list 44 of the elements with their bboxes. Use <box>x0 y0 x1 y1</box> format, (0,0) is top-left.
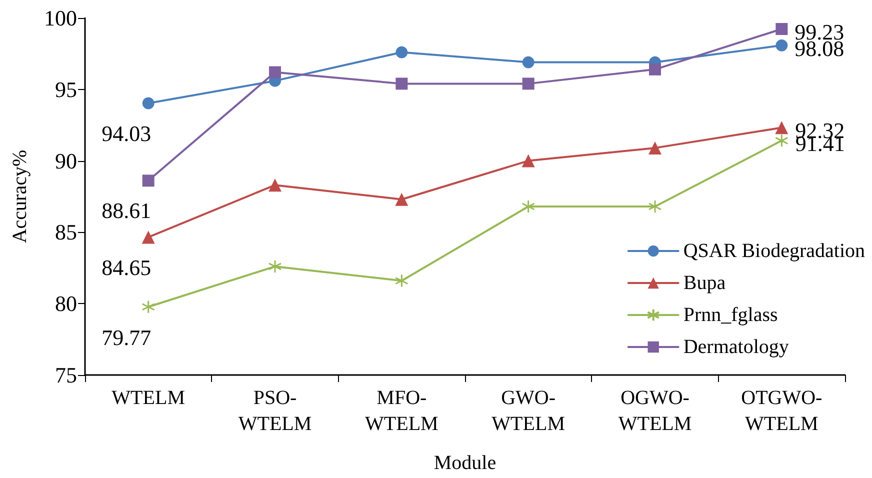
point <box>142 174 154 187</box>
legend-label: Prnn_fglass <box>683 304 778 326</box>
y-tick-label: 95 <box>55 76 77 102</box>
point <box>774 134 788 148</box>
y-tick-label: 75 <box>55 362 77 388</box>
data-label: 79.77 <box>102 325 152 350</box>
point <box>394 274 408 288</box>
point <box>776 39 788 52</box>
x-tick-label: PSO-WTELM <box>238 387 312 435</box>
point <box>648 200 662 214</box>
data-label: 84.65 <box>102 255 152 280</box>
point <box>648 141 662 154</box>
x-tick-label: GWO-WTELM <box>492 387 566 435</box>
data-label: 94.03 <box>102 120 152 146</box>
point <box>396 78 408 90</box>
point <box>395 192 408 206</box>
point <box>142 230 155 244</box>
y-axis-title: Accuracy% <box>9 150 31 244</box>
y-tick-label: 85 <box>55 220 77 245</box>
point <box>268 178 282 192</box>
legend-label: Bupa <box>683 272 726 294</box>
x-tick-label: WTELM <box>112 387 186 409</box>
point <box>396 46 408 58</box>
y-tick-label: 100 <box>44 6 77 30</box>
point <box>142 300 156 314</box>
y-tick-label: 80 <box>55 291 77 316</box>
x-tick-label: OGWO-WTELM <box>618 387 692 435</box>
point <box>522 200 536 214</box>
data-label: 88.61 <box>102 198 152 224</box>
y-tick-label: 90 <box>55 148 77 174</box>
x-tick-label: OTGWO-WTELM <box>741 387 822 435</box>
x-axis-title: Module <box>434 452 496 474</box>
point <box>649 63 661 76</box>
point <box>142 97 154 110</box>
point <box>269 66 281 78</box>
point <box>776 22 788 35</box>
point <box>522 78 534 90</box>
point <box>268 260 282 274</box>
legend-label: Dermatology <box>683 336 789 358</box>
point <box>775 121 788 134</box>
point <box>522 56 534 68</box>
legend-label: QSAR Biodegradation <box>683 240 866 262</box>
x-tick-label: MFO-WTELM <box>365 387 439 435</box>
point <box>522 154 535 168</box>
